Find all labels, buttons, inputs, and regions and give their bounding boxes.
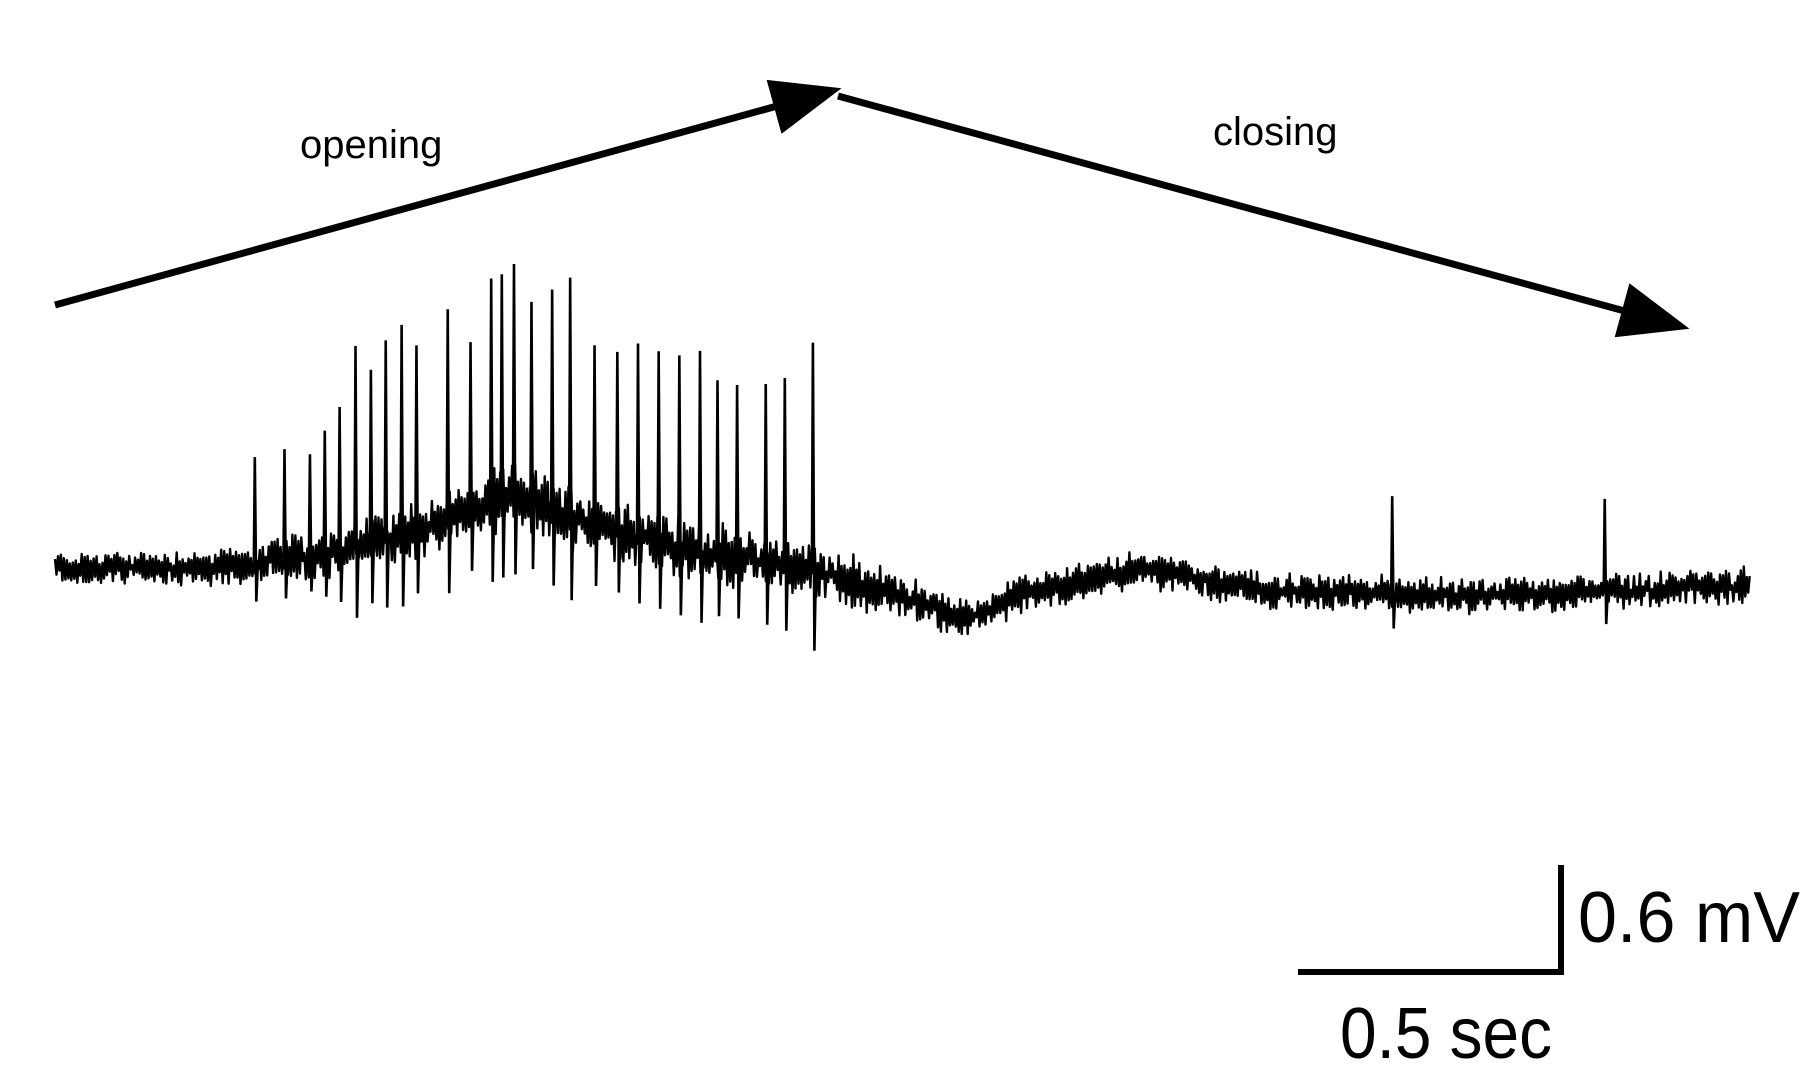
closing-label: closing bbox=[1213, 110, 1338, 154]
spike bbox=[715, 380, 722, 617]
closing-arrow bbox=[837, 92, 1690, 338]
opening-arrow bbox=[54, 79, 842, 309]
spike bbox=[468, 342, 475, 571]
spike bbox=[445, 309, 453, 594]
spike bbox=[307, 454, 315, 592]
spike bbox=[488, 278, 496, 582]
spike bbox=[635, 343, 643, 604]
spike bbox=[282, 449, 289, 599]
spike bbox=[529, 301, 536, 570]
spike bbox=[592, 345, 599, 587]
spike bbox=[697, 350, 705, 623]
spike bbox=[1389, 496, 1397, 629]
spike bbox=[252, 457, 260, 602]
opening-label: opening bbox=[300, 123, 442, 167]
spike bbox=[677, 355, 684, 616]
spike bbox=[499, 274, 507, 578]
spike bbox=[399, 324, 406, 607]
spike bbox=[337, 406, 344, 603]
spike bbox=[567, 277, 575, 601]
spike bbox=[353, 345, 360, 618]
voltage-scale-label: 0.6 mV bbox=[1578, 878, 1800, 958]
spike bbox=[549, 289, 557, 586]
spike bbox=[414, 345, 421, 594]
spike bbox=[734, 385, 742, 619]
spike bbox=[383, 340, 391, 608]
spike-group bbox=[252, 263, 1610, 651]
spike bbox=[322, 430, 330, 597]
spike bbox=[656, 351, 663, 609]
spike bbox=[763, 384, 771, 625]
spike bbox=[810, 342, 818, 651]
time-scale-label: 0.5 sec bbox=[1340, 994, 1552, 1072]
spike bbox=[615, 351, 622, 593]
spike bbox=[511, 263, 519, 575]
spike bbox=[1602, 498, 1610, 625]
spike bbox=[368, 369, 376, 604]
spike bbox=[782, 377, 790, 631]
